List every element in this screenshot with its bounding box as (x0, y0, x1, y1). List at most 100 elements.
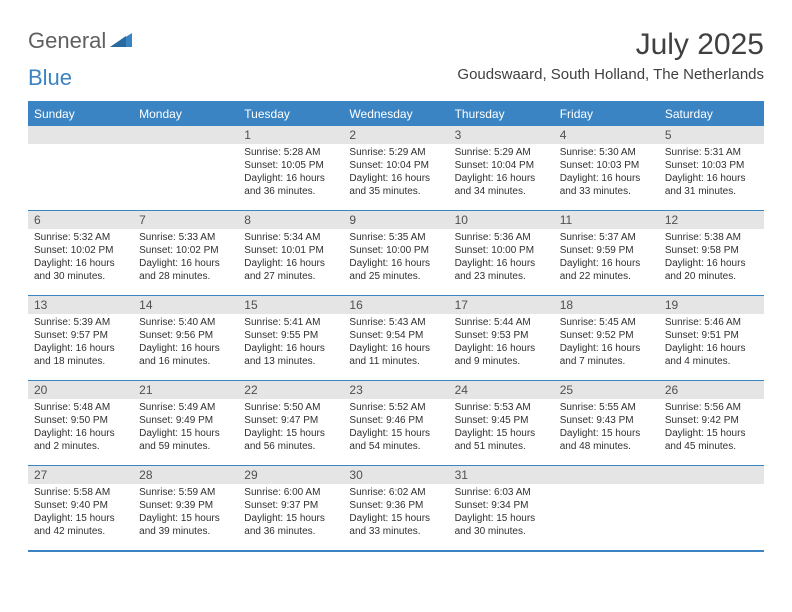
sunrise-text: Sunrise: 5:37 AM (560, 231, 653, 244)
day-number: 4 (554, 126, 659, 144)
day-number: 20 (28, 381, 133, 399)
daylight-text: Daylight: 16 hours and 7 minutes. (560, 342, 653, 368)
sunset-text: Sunset: 10:05 PM (244, 159, 337, 172)
sunset-text: Sunset: 9:57 PM (34, 329, 127, 342)
day-body: Sunrise: 5:56 AMSunset: 9:42 PMDaylight:… (659, 399, 764, 457)
week-row: 27Sunrise: 5:58 AMSunset: 9:40 PMDayligh… (28, 465, 764, 550)
sunrise-text: Sunrise: 5:40 AM (139, 316, 232, 329)
daylight-text: Daylight: 15 hours and 51 minutes. (455, 427, 548, 453)
day-number: 27 (28, 466, 133, 484)
logo: General (28, 28, 134, 54)
sunrise-text: Sunrise: 5:35 AM (349, 231, 442, 244)
day-number: 3 (449, 126, 554, 144)
day-body: Sunrise: 5:50 AMSunset: 9:47 PMDaylight:… (238, 399, 343, 457)
sunrise-text: Sunrise: 5:39 AM (34, 316, 127, 329)
day-cell: 9Sunrise: 5:35 AMSunset: 10:00 PMDayligh… (343, 211, 448, 295)
day-number: 9 (343, 211, 448, 229)
sunset-text: Sunset: 9:47 PM (244, 414, 337, 427)
sunset-text: Sunset: 9:43 PM (560, 414, 653, 427)
day-body: Sunrise: 5:38 AMSunset: 9:58 PMDaylight:… (659, 229, 764, 287)
title-block: July 2025 Goudswaard, South Holland, The… (457, 28, 764, 83)
sunset-text: Sunset: 10:02 PM (139, 244, 232, 257)
day-body: Sunrise: 5:32 AMSunset: 10:02 PMDaylight… (28, 229, 133, 287)
day-body: Sunrise: 5:39 AMSunset: 9:57 PMDaylight:… (28, 314, 133, 372)
sunrise-text: Sunrise: 5:38 AM (665, 231, 758, 244)
week-row: 6Sunrise: 5:32 AMSunset: 10:02 PMDayligh… (28, 210, 764, 295)
day-body: Sunrise: 5:49 AMSunset: 9:49 PMDaylight:… (133, 399, 238, 457)
sunrise-text: Sunrise: 5:58 AM (34, 486, 127, 499)
weeks-container: 1 Sunrise: 5:28 AMSunset: 10:05 PM Dayligh… (28, 126, 764, 550)
day-cell: 19Sunrise: 5:46 AMSunset: 9:51 PMDayligh… (659, 296, 764, 380)
day-header-fri: Friday (554, 103, 659, 126)
day-number: 26 (659, 381, 764, 399)
day-number: 8 (238, 211, 343, 229)
day-cell: 23Sunrise: 5:52 AMSunset: 9:46 PMDayligh… (343, 381, 448, 465)
day-number: 5 (659, 126, 764, 144)
sunrise-text: Sunrise: 5:34 AM (244, 231, 337, 244)
sunrise-text: Sunrise: 5:28 AM (244, 146, 337, 159)
day-cell: 26Sunrise: 5:56 AMSunset: 9:42 PMDayligh… (659, 381, 764, 465)
sunrise-text: Sunrise: 5:59 AM (139, 486, 232, 499)
daylight-text: Daylight: 16 hours and 28 minutes. (139, 257, 232, 283)
day-cell: 10Sunrise: 5:36 AMSunset: 10:00 PMDaylig… (449, 211, 554, 295)
day-number (133, 126, 238, 144)
sunrise-text: Sunrise: 5:48 AM (34, 401, 127, 414)
day-number: 17 (449, 296, 554, 314)
day-number: 11 (554, 211, 659, 229)
daylight-text: Daylight: 15 hours and 36 minutes. (244, 512, 337, 538)
day-number: 31 (449, 466, 554, 484)
daylight-text: Daylight: 15 hours and 39 minutes. (139, 512, 232, 538)
day-body: Sunrise: 5:45 AMSunset: 9:52 PMDaylight:… (554, 314, 659, 372)
sunrise-text: Sunrise: 5:52 AM (349, 401, 442, 414)
day-number: 15 (238, 296, 343, 314)
sunrise-text: Sunrise: 5:43 AM (349, 316, 442, 329)
day-number: 7 (133, 211, 238, 229)
daylight-text: Daylight: 16 hours and 16 minutes. (139, 342, 232, 368)
day-cell: 27Sunrise: 5:58 AMSunset: 9:40 PMDayligh… (28, 466, 133, 550)
day-number: 13 (28, 296, 133, 314)
sunset-text: Sunset: 10:00 PM (455, 244, 548, 257)
daylight-text: Daylight: 15 hours and 56 minutes. (244, 427, 337, 453)
daylight-text: Daylight: 15 hours and 33 minutes. (349, 512, 442, 538)
day-cell: 7Sunrise: 5:33 AMSunset: 10:02 PMDayligh… (133, 211, 238, 295)
daylight-text: Daylight: 16 hours and 22 minutes. (560, 257, 653, 283)
daylight-text: Daylight: 16 hours and 2 minutes. (34, 427, 127, 453)
day-cell (659, 466, 764, 550)
sunrise-text: Sunrise: 6:03 AM (455, 486, 548, 499)
day-body: Sunrise: 6:02 AMSunset: 9:36 PMDaylight:… (343, 484, 448, 542)
sunrise-text: Sunrise: 5:29 AM (349, 146, 442, 159)
sunrise-text: Sunrise: 5:56 AM (665, 401, 758, 414)
sunset-text: Sunset: 9:58 PM (665, 244, 758, 257)
sunrise-text: Sunrise: 5:31 AM (665, 146, 758, 159)
sunrise-text: Sunrise: 5:44 AM (455, 316, 548, 329)
day-body: Sunrise: 5:33 AMSunset: 10:02 PMDaylight… (133, 229, 238, 287)
day-header-tue: Tuesday (238, 103, 343, 126)
day-body: Sunrise: 5:46 AMSunset: 9:51 PMDaylight:… (659, 314, 764, 372)
day-body: Sunrise: 5:58 AMSunset: 9:40 PMDaylight:… (28, 484, 133, 542)
week-row: 13Sunrise: 5:39 AMSunset: 9:57 PMDayligh… (28, 295, 764, 380)
day-body: Sunrise: 5:36 AMSunset: 10:00 PMDaylight… (449, 229, 554, 287)
day-cell: 14Sunrise: 5:40 AMSunset: 9:56 PMDayligh… (133, 296, 238, 380)
day-number: 30 (343, 466, 448, 484)
day-body: Sunrise: 5:37 AMSunset: 9:59 PMDaylight:… (554, 229, 659, 287)
day-header-row: Sunday Monday Tuesday Wednesday Thursday… (28, 103, 764, 126)
day-cell: 29Sunrise: 6:00 AMSunset: 9:37 PMDayligh… (238, 466, 343, 550)
day-number (28, 126, 133, 144)
sunset-text: Sunset: 10:04 PM (349, 159, 442, 172)
sunset-text: Sunset: 10:03 PM (665, 159, 758, 172)
sunset-text: Sunset: 9:46 PM (349, 414, 442, 427)
week-row: 1Sunrise: 5:28 AMSunset: 10:05 PMDayligh… (28, 126, 764, 210)
daylight-text: Daylight: 16 hours and 27 minutes. (244, 257, 337, 283)
day-number: 12 (659, 211, 764, 229)
day-number: 14 (133, 296, 238, 314)
daylight-text: Daylight: 16 hours and 23 minutes. (455, 257, 548, 283)
day-header-mon: Monday (133, 103, 238, 126)
sunset-text: Sunset: 9:50 PM (34, 414, 127, 427)
sunrise-text: Sunrise: 5:33 AM (139, 231, 232, 244)
day-number: 1 (238, 126, 343, 144)
sunrise-text: Sunrise: 5:45 AM (560, 316, 653, 329)
day-cell: 21Sunrise: 5:49 AMSunset: 9:49 PMDayligh… (133, 381, 238, 465)
day-cell: 20 Sunrise: 5:48 AMSunset: 9:50 PMDayligh… (28, 381, 133, 465)
day-number: 19 (659, 296, 764, 314)
day-cell: 18Sunrise: 5:45 AMSunset: 9:52 PMDayligh… (554, 296, 659, 380)
